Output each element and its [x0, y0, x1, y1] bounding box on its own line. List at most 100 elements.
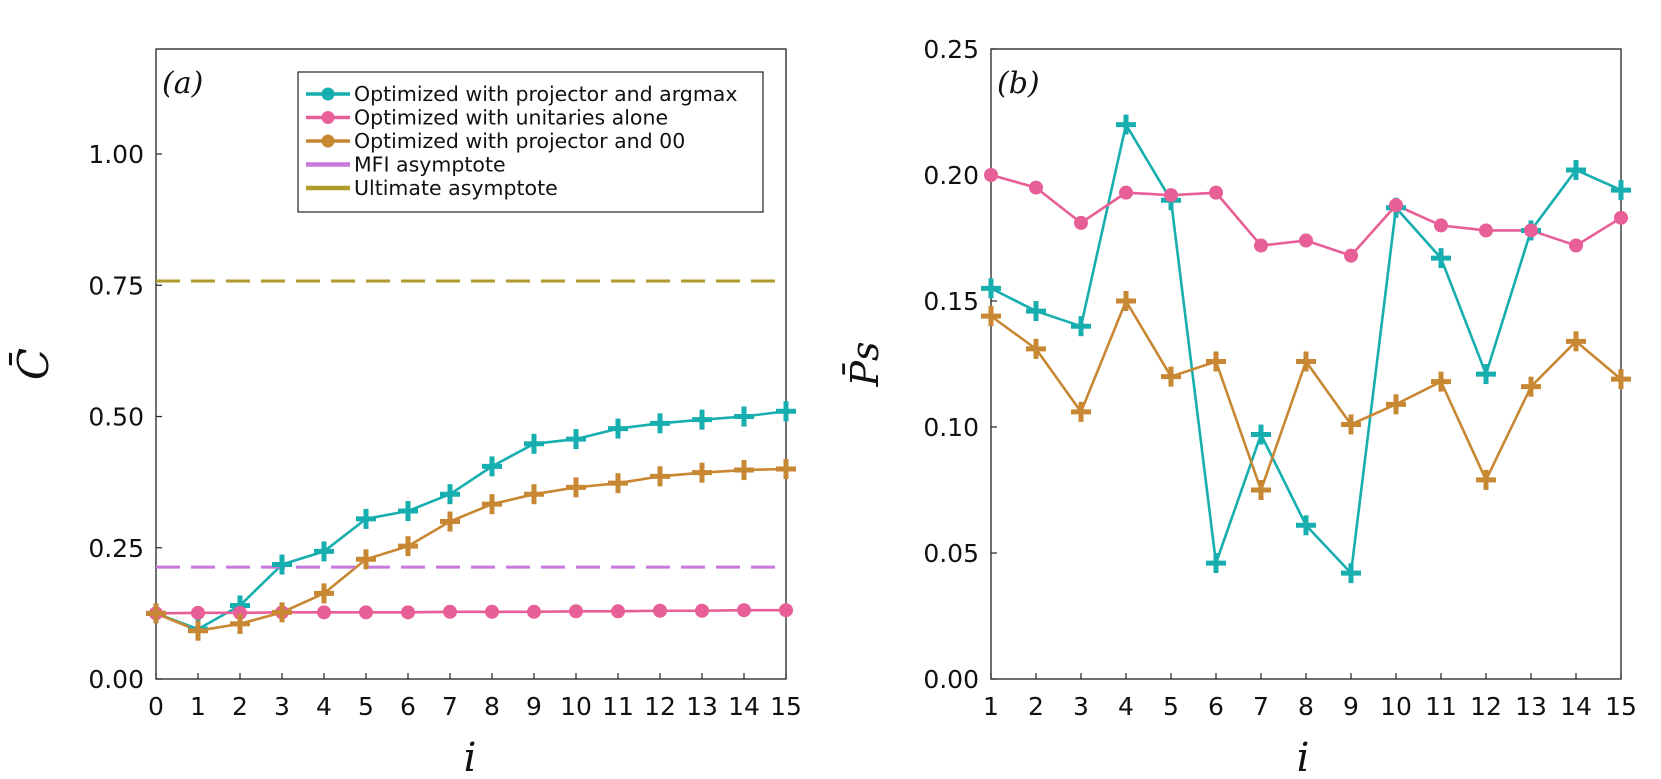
data-point-optimized-with-projector-and-00 [1476, 469, 1496, 490]
data-point-optimized-with-projector-and-argmax [1341, 563, 1361, 584]
data-point-optimized-with-projector-and-argmax [314, 541, 334, 562]
panel-label-a: (a) [162, 66, 203, 101]
data-point-optimized-with-projector-and-00 [524, 484, 544, 505]
legend-entry-ultimate-asymptote: Ultimate asymptote [306, 176, 558, 200]
y-tick-label: 0.50 [88, 403, 144, 432]
data-point-optimized-with-projector-and-00 [608, 473, 628, 494]
x-tick-label: 14 [728, 692, 760, 721]
data-point-optimized-with-projector-and-argmax [1476, 364, 1496, 385]
legend-entry-optimized-with-projector-and-argmax: Optimized with projector and argmax [306, 82, 737, 106]
data-point-optimized-with-projector-and-argmax [524, 433, 544, 454]
y-tick-label: 0.25 [88, 534, 144, 563]
data-point-optimized-with-unitaries-alone [779, 603, 793, 618]
data-point-optimized-with-projector-and-argmax [1431, 248, 1451, 269]
data-point-optimized-with-projector-and-00 [1521, 376, 1541, 397]
x-ticks-b: 1 2 3 4 5 6 7 8 9 10 11 12 13 14 15 [983, 673, 1637, 721]
x-tick-label: 14 [1560, 692, 1592, 721]
data-point-optimized-with-projector-and-00 [650, 466, 670, 487]
legend-label: Ultimate asymptote [354, 176, 558, 200]
x-tick-label: 13 [686, 692, 718, 721]
y-ticks-b: 0.00 0.05 0.10 0.15 0.20 0.25 [923, 35, 997, 694]
data-point-optimized-with-unitaries-alone [653, 603, 667, 618]
x-tick-label: 4 [1118, 692, 1134, 721]
series-lines-a [155, 279, 787, 633]
data-point-optimized-with-projector-and-argmax [608, 418, 628, 439]
data-point-optimized-with-projector-and-argmax [650, 413, 670, 434]
x-tick-label: 15 [770, 692, 802, 721]
x-axis-title-a: i [464, 735, 477, 779]
data-point-optimized-with-projector-and-argmax [1071, 316, 1091, 337]
data-point-optimized-with-projector-and-argmax [776, 401, 796, 422]
legend-marker [321, 111, 335, 124]
data-point-optimized-with-projector-and-00 [1071, 401, 1091, 422]
y-axis-title-a: C̄ [7, 348, 58, 380]
data-point-optimized-with-unitaries-alone [485, 604, 499, 619]
x-tick-label: 5 [1163, 692, 1179, 721]
data-point-optimized-with-unitaries-alone [401, 605, 415, 620]
data-point-optimized-with-projector-and-argmax [1611, 180, 1631, 201]
data-point-optimized-with-projector-and-00 [566, 477, 586, 498]
data-point-optimized-with-unitaries-alone [317, 605, 331, 620]
x-tick-label: 12 [1470, 692, 1502, 721]
data-point-optimized-with-projector-and-argmax [566, 429, 586, 450]
x-tick-label: 6 [400, 692, 416, 721]
x-tick-label: 6 [1208, 692, 1224, 721]
x-tick-label: 15 [1605, 692, 1637, 721]
data-point-optimized-with-projector-and-00 [188, 620, 208, 641]
data-point-optimized-with-projector-and-argmax [981, 278, 1001, 299]
y-tick-label: 1.00 [88, 140, 144, 169]
y-ticks-a: 0.00 0.25 0.50 0.75 1.00 [88, 140, 162, 694]
data-point-optimized-with-projector-and-00 [1611, 369, 1631, 390]
data-point-optimized-with-unitaries-alone [233, 605, 247, 620]
x-tick-label: 7 [1253, 692, 1269, 721]
data-point-optimized-with-projector-and-00 [1341, 414, 1361, 435]
x-tick-label: 3 [274, 692, 290, 721]
legend-marker [321, 87, 335, 101]
data-point-optimized-with-projector-and-argmax [272, 554, 292, 575]
legend-label: Optimized with unitaries alone [354, 106, 668, 130]
series-line-optimized-with-projector-and-00 [990, 299, 1622, 492]
data-point-optimized-with-unitaries-alone [1344, 248, 1358, 263]
data-point-optimized-with-projector-and-argmax [1251, 424, 1271, 445]
legend-entry-optimized-with-projector-and-00: Optimized with projector and 00 [306, 129, 685, 153]
data-point-optimized-with-unitaries-alone [1299, 233, 1313, 248]
panel-label-b: (b) [997, 66, 1040, 101]
data-point-optimized-with-projector-and-00 [692, 462, 712, 483]
series-markers-b [981, 114, 1631, 584]
x-tick-label: 11 [1425, 692, 1457, 721]
data-point-optimized-with-projector-and-00 [776, 459, 796, 479]
data-point-optimized-with-unitaries-alone [737, 603, 751, 618]
data-point-optimized-with-unitaries-alone [1254, 238, 1268, 253]
y-tick-label: 0.20 [923, 161, 979, 190]
data-point-optimized-with-projector-and-00 [482, 494, 502, 515]
data-point-optimized-with-projector-and-00 [734, 460, 754, 481]
x-ticks-a: 0 1 2 3 4 5 6 7 8 9 10 11 12 13 14 15 [148, 673, 802, 721]
x-tick-label: 0 [148, 692, 164, 721]
data-point-optimized-with-projector-and-00 [356, 549, 376, 570]
x-tick-label: 11 [602, 692, 634, 721]
data-point-optimized-with-projector-and-00 [1431, 371, 1451, 392]
data-point-optimized-with-projector-and-argmax [734, 406, 754, 427]
data-point-optimized-with-projector-and-00 [1296, 351, 1316, 372]
x-tick-label: 8 [484, 692, 500, 721]
data-point-optimized-with-unitaries-alone [569, 604, 583, 619]
series-line-optimized-with-projector-and-00 [155, 467, 787, 633]
y-tick-label: 0.25 [923, 35, 979, 64]
data-point-optimized-with-unitaries-alone [984, 168, 998, 182]
data-point-optimized-with-unitaries-alone [1524, 223, 1538, 238]
x-tick-label: 4 [316, 692, 332, 721]
x-tick-label: 1 [983, 692, 999, 721]
series-line-optimized-with-projector-and-argmax [155, 409, 787, 631]
data-point-optimized-with-unitaries-alone [191, 605, 205, 620]
data-point-optimized-with-unitaries-alone [1569, 238, 1583, 253]
data-point-optimized-with-projector-and-argmax [398, 501, 418, 521]
series-lines-b [990, 123, 1622, 575]
x-tick-label: 12 [644, 692, 676, 721]
x-tick-label: 9 [526, 692, 542, 721]
x-tick-label: 7 [442, 692, 458, 721]
legend-label: MFI asymptote [354, 153, 506, 177]
series-markers-a [146, 401, 796, 641]
data-point-optimized-with-projector-and-argmax [356, 508, 376, 529]
x-tick-label: 3 [1073, 692, 1089, 721]
data-point-optimized-with-projector-and-00 [1386, 394, 1406, 415]
